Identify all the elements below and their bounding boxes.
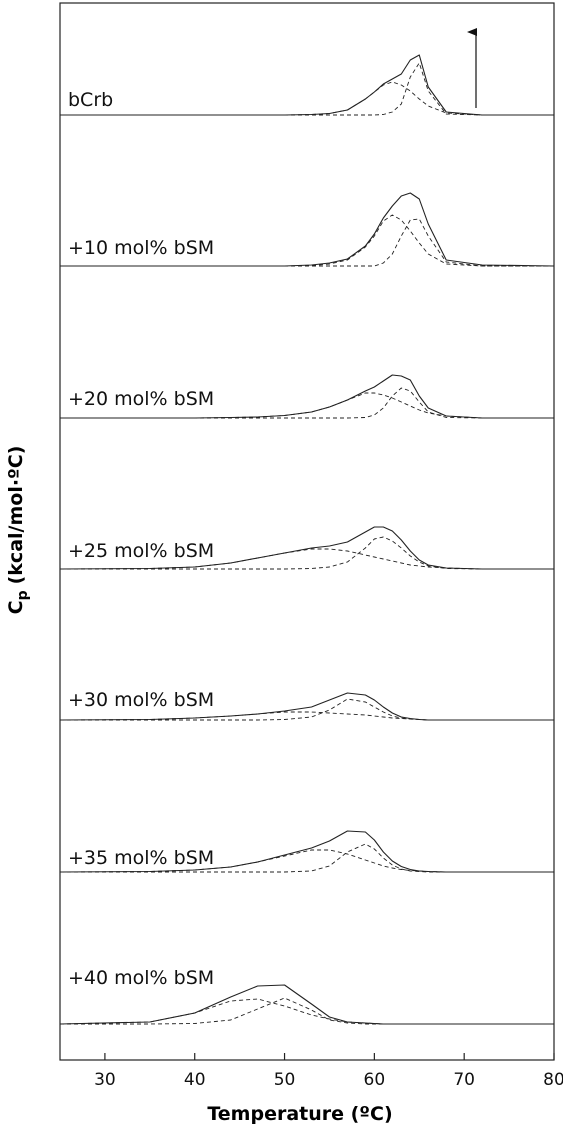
component-curve xyxy=(59,711,554,721)
series-label: +30 mol% bSM xyxy=(68,689,214,711)
series-label: +25 mol% bSM xyxy=(68,540,214,562)
x-tick-label: 80 xyxy=(543,1070,563,1090)
x-axis-label: Temperature (ºC) xyxy=(207,1103,392,1125)
component-curve xyxy=(60,81,554,116)
series-label: +40 mol% bSM xyxy=(68,967,214,989)
component-curve xyxy=(60,843,554,873)
x-tick-label: 70 xyxy=(453,1070,475,1090)
series-label: +35 mol% bSM xyxy=(68,847,214,869)
x-tick-label: 50 xyxy=(274,1070,296,1090)
y-label-unit: (kcal/mol·ºC) xyxy=(5,446,27,585)
x-tick-label: 40 xyxy=(184,1070,206,1090)
total-curve xyxy=(60,192,555,267)
component-curve xyxy=(60,997,554,1025)
x-tick-label: 30 xyxy=(94,1070,116,1090)
plot-frame xyxy=(59,2,555,1061)
total-curve xyxy=(60,54,554,116)
component-curve xyxy=(59,998,554,1025)
total-curve xyxy=(60,374,554,419)
component-curve xyxy=(60,536,554,570)
component-curve xyxy=(60,62,554,116)
total-curve xyxy=(59,984,554,1025)
y-axis-label: Cp (kcal/mol·ºC) xyxy=(5,446,31,615)
total-curve xyxy=(59,526,554,570)
x-tick-label: 60 xyxy=(364,1070,386,1090)
series-label: +10 mol% bSM xyxy=(68,237,214,259)
total-curve xyxy=(59,692,554,721)
y-label-sub: p xyxy=(15,590,31,600)
series-label: bCrb xyxy=(68,89,113,111)
component-curve xyxy=(60,387,554,419)
component-curve xyxy=(60,698,554,721)
total-curve xyxy=(59,830,554,873)
series-label: +20 mol% bSM xyxy=(68,388,214,410)
y-label-main: C xyxy=(5,600,27,614)
